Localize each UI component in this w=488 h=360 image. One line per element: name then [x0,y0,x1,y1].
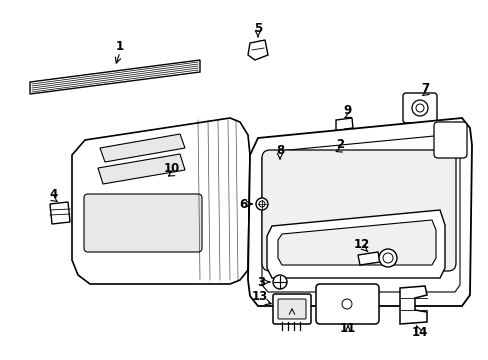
Text: 8: 8 [275,144,284,157]
Circle shape [272,275,286,289]
Text: 11: 11 [339,321,355,334]
Circle shape [378,249,396,267]
Circle shape [256,198,267,210]
Text: 3: 3 [256,275,264,288]
FancyBboxPatch shape [315,284,378,324]
Text: 7: 7 [420,81,428,94]
Text: 14: 14 [411,325,427,338]
FancyBboxPatch shape [84,194,202,252]
Polygon shape [399,286,426,324]
Circle shape [415,104,423,112]
Polygon shape [262,134,459,292]
Text: 1: 1 [116,40,124,53]
Polygon shape [30,60,200,94]
Polygon shape [98,154,184,184]
FancyBboxPatch shape [278,299,305,319]
Polygon shape [72,118,249,284]
Text: 13: 13 [251,289,267,302]
Text: 6: 6 [238,198,246,211]
Polygon shape [247,40,267,60]
Circle shape [276,167,283,173]
Circle shape [341,299,351,309]
Polygon shape [266,210,444,278]
Polygon shape [271,160,293,180]
FancyBboxPatch shape [402,93,436,123]
Polygon shape [50,202,70,224]
Polygon shape [100,134,184,162]
Polygon shape [278,220,435,265]
Text: 10: 10 [163,162,180,175]
Text: 12: 12 [353,238,369,251]
FancyBboxPatch shape [272,294,310,324]
FancyBboxPatch shape [262,150,455,271]
Text: 9: 9 [343,104,351,117]
Text: 4: 4 [50,188,58,201]
Text: 2: 2 [335,138,344,150]
Polygon shape [357,252,379,265]
Polygon shape [247,118,471,306]
FancyBboxPatch shape [433,122,466,158]
Circle shape [259,201,264,207]
Text: 5: 5 [253,22,262,35]
Circle shape [411,100,427,116]
Polygon shape [335,118,352,139]
Circle shape [382,253,392,263]
